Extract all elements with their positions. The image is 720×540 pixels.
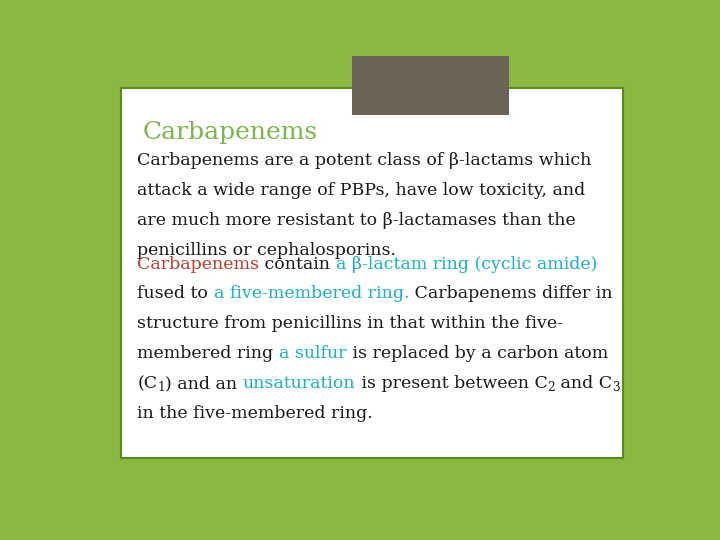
Text: unsaturation: unsaturation: [243, 375, 356, 392]
Text: fused to: fused to: [138, 286, 214, 302]
Text: in the five-membered ring.: in the five-membered ring.: [138, 405, 373, 422]
Text: penicillins or cephalosporins.: penicillins or cephalosporins.: [138, 242, 397, 259]
Text: membered ring: membered ring: [138, 346, 279, 362]
Text: attack a wide range of PBPs, have low toxicity, and: attack a wide range of PBPs, have low to…: [138, 182, 585, 199]
Text: Carbapenems: Carbapenems: [138, 255, 259, 273]
Text: is present between C: is present between C: [356, 375, 547, 392]
Text: a five-membered ring.: a five-membered ring.: [214, 286, 409, 302]
Text: and C: and C: [555, 375, 612, 392]
Text: structure from penicillins in that within the five-: structure from penicillins in that withi…: [138, 315, 564, 333]
Text: 1: 1: [158, 381, 166, 394]
Bar: [352, 57, 508, 114]
Text: ) and an: ) and an: [166, 375, 243, 392]
Text: 2: 2: [547, 381, 555, 394]
Text: (C: (C: [138, 375, 158, 392]
Text: a β-lactam ring (cyclic amide): a β-lactam ring (cyclic amide): [336, 255, 598, 273]
Text: Carbapenems are a potent class of β-lactams which: Carbapenems are a potent class of β-lact…: [138, 152, 592, 169]
Text: contain: contain: [259, 255, 336, 273]
Text: are much more resistant to β-lactamases than the: are much more resistant to β-lactamases …: [138, 212, 576, 229]
Text: 3: 3: [612, 381, 620, 394]
FancyBboxPatch shape: [121, 87, 623, 458]
Text: Carbapenems: Carbapenems: [143, 121, 318, 144]
Text: a sulfur: a sulfur: [279, 346, 346, 362]
Text: is replaced by a carbon atom: is replaced by a carbon atom: [346, 346, 608, 362]
Text: Carbapenems differ in: Carbapenems differ in: [409, 286, 613, 302]
